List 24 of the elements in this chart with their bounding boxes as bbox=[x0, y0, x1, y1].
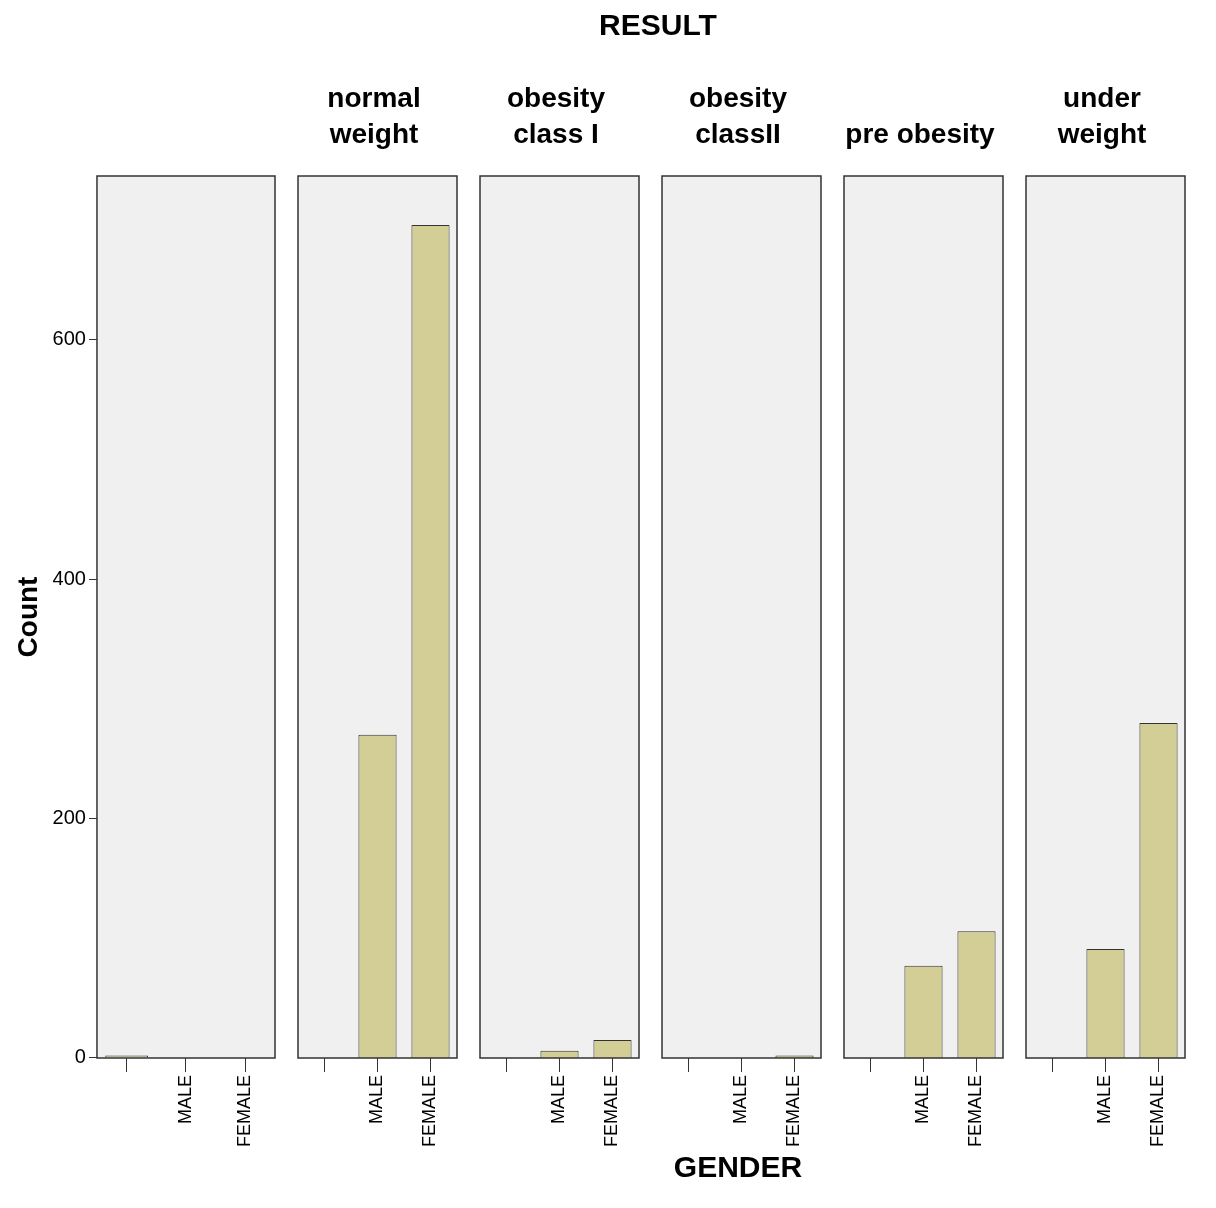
x-axis-title: GENDER bbox=[672, 1150, 804, 1185]
y-tick-label: 0 bbox=[74, 1045, 86, 1068]
x-tick-label: FEMALE bbox=[419, 1074, 440, 1148]
x-tick-label: MALE bbox=[730, 1074, 751, 1125]
y-axis-title: Count bbox=[11, 576, 43, 658]
x-tick-label: MALE bbox=[366, 1074, 387, 1125]
chart-title: obesity classII bbox=[688, 81, 788, 151]
x-tick-label: MALE bbox=[548, 1074, 569, 1125]
chart-title: normal weight bbox=[326, 81, 422, 151]
chart-title: under weight bbox=[1056, 81, 1148, 151]
chart-title: pre obesity bbox=[844, 117, 996, 151]
x-tick-label: MALE bbox=[912, 1074, 933, 1125]
x-tick-label: FEMALE bbox=[234, 1074, 255, 1148]
text: RESULT bbox=[598, 8, 718, 42]
y-tick-label: 200 bbox=[52, 806, 86, 829]
y-tick-label: 400 bbox=[52, 566, 86, 589]
x-tick-label: FEMALE bbox=[783, 1074, 804, 1148]
x-tick-label: MALE bbox=[174, 1074, 195, 1125]
x-tick-label: FEMALE bbox=[965, 1074, 986, 1148]
chart-title: obesity class I bbox=[506, 81, 606, 151]
x-tick-label: FEMALE bbox=[601, 1074, 622, 1148]
x-tick-label: MALE bbox=[1094, 1074, 1115, 1125]
y-tick-label: 600 bbox=[52, 327, 86, 350]
x-tick-label: FEMALE bbox=[1147, 1074, 1168, 1148]
